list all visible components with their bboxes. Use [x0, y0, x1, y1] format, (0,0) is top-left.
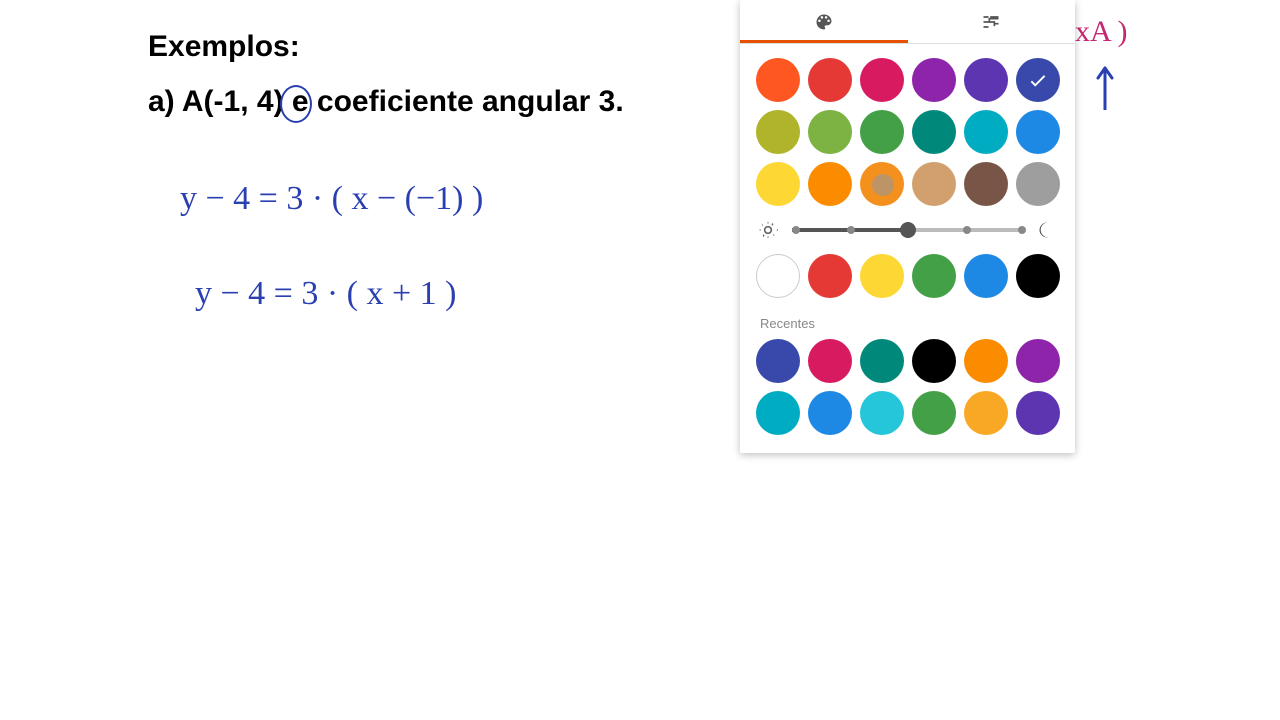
arrow-up-annotation	[1095, 60, 1115, 110]
color-swatch[interactable]	[808, 162, 852, 206]
color-swatch[interactable]	[808, 58, 852, 102]
handwritten-eq2: y − 4 = 3 · ( x + 1 )	[195, 275, 457, 313]
recent-swatch[interactable]	[912, 339, 956, 383]
recent-swatch[interactable]	[1016, 391, 1060, 435]
swatch-grid	[740, 44, 1075, 210]
color-swatch[interactable]	[860, 110, 904, 154]
favorite-swatch[interactable]	[860, 254, 904, 298]
recent-swatch[interactable]	[808, 391, 852, 435]
favorite-swatch[interactable]	[808, 254, 852, 298]
subtitle-text: a) A(-1, 4) e coeficiente angular 3.	[148, 85, 624, 119]
color-swatch[interactable]	[756, 162, 800, 206]
recent-swatch[interactable]	[756, 391, 800, 435]
recent-swatch[interactable]	[860, 339, 904, 383]
recentes-label: Recentes	[740, 312, 1075, 331]
pink-annotation: xA )	[1075, 15, 1128, 49]
recent-grid	[740, 331, 1075, 453]
palette-icon	[814, 12, 834, 32]
favorite-swatch[interactable]	[1016, 254, 1060, 298]
color-swatch[interactable]	[912, 162, 956, 206]
recent-swatch[interactable]	[964, 339, 1008, 383]
recent-swatch[interactable]	[1016, 339, 1060, 383]
check-icon	[1027, 69, 1049, 91]
brightness-row	[740, 210, 1075, 246]
sliders-icon	[981, 12, 1001, 32]
brightness-high-icon	[1037, 220, 1057, 240]
recent-swatch[interactable]	[964, 391, 1008, 435]
tab-palette[interactable]	[740, 0, 908, 43]
color-swatch[interactable]	[912, 110, 956, 154]
favorites-grid	[740, 246, 1075, 312]
recent-swatch[interactable]	[808, 339, 852, 383]
handwritten-eq1: y − 4 = 3 · ( x − (−1) )	[180, 180, 483, 218]
color-swatch[interactable]	[912, 58, 956, 102]
brightness-low-icon	[758, 220, 778, 240]
color-swatch[interactable]	[964, 162, 1008, 206]
color-picker-panel: Recentes	[740, 0, 1075, 453]
color-swatch[interactable]	[808, 110, 852, 154]
tab-adjust[interactable]	[908, 0, 1076, 43]
color-swatch[interactable]	[964, 110, 1008, 154]
favorite-swatch[interactable]	[756, 254, 800, 298]
panel-tabs	[740, 0, 1075, 44]
recent-swatch[interactable]	[912, 391, 956, 435]
circled-annotation	[280, 85, 312, 123]
color-swatch[interactable]	[964, 58, 1008, 102]
color-swatch[interactable]	[756, 58, 800, 102]
color-swatch[interactable]	[1016, 110, 1060, 154]
color-swatch[interactable]	[1016, 162, 1060, 206]
color-swatch[interactable]	[756, 110, 800, 154]
color-swatch[interactable]	[1016, 58, 1060, 102]
brightness-slider[interactable]	[792, 228, 1023, 232]
color-swatch[interactable]	[860, 58, 904, 102]
recent-swatch[interactable]	[756, 339, 800, 383]
recent-swatch[interactable]	[860, 391, 904, 435]
favorite-swatch[interactable]	[964, 254, 1008, 298]
favorite-swatch[interactable]	[912, 254, 956, 298]
color-swatch[interactable]	[860, 162, 904, 206]
title-text: Exemplos:	[148, 30, 300, 64]
